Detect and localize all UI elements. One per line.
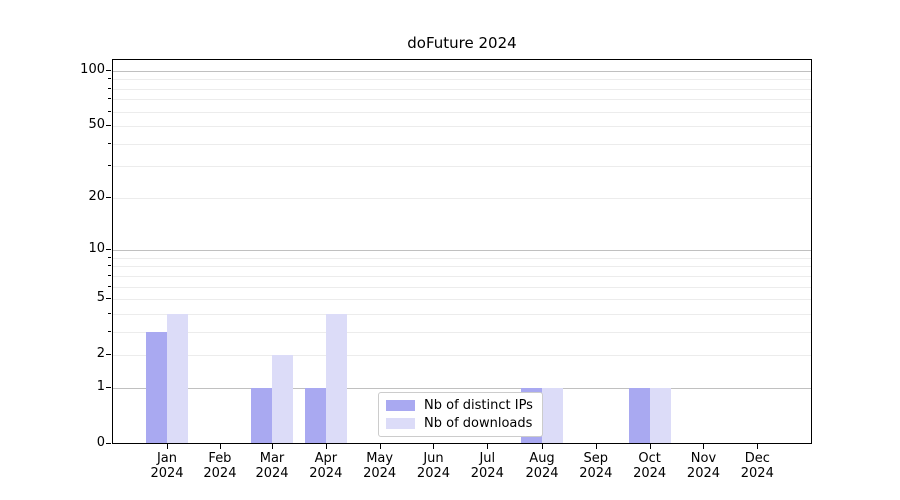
x-tick-mark [757,444,759,449]
y-minor-tick-mark [108,274,111,276]
y-minor-tick-mark [108,110,111,112]
y-tick-mark [106,249,111,251]
x-tick-mark [487,444,489,449]
y-minor-tick-mark [108,125,111,127]
y-minor-tick-mark [108,256,111,258]
y-minor-tick-mark [108,354,111,356]
gridline-minor [113,126,811,128]
gridline-minor [113,331,811,333]
gridline-minor [113,99,811,101]
gridline-minor [113,275,811,277]
gridline-minor [113,313,811,315]
gridline-minor [113,286,811,288]
x-tick-mark [542,444,543,449]
x-tick-mark [379,444,381,449]
gridline-major [113,387,811,389]
x-axis-tick-label: Jan 2024 [150,451,184,481]
x-axis-tick-label: Jul 2024 [470,451,504,481]
y-minor-tick-mark [108,298,111,300]
bar-nb-of-downloads [325,313,347,443]
x-tick-mark [703,444,705,449]
y-minor-tick-mark [108,312,111,314]
gridline-major [113,250,811,252]
gridline-minor [113,257,811,259]
bar-nb-of-distinct-ips [304,387,326,443]
y-axis-tick-label: 50 [88,117,105,133]
y-minor-tick-mark [108,330,111,332]
y-minor-tick-mark [108,196,111,198]
gridline-minor [113,88,811,90]
y-minor-tick-mark [108,165,111,167]
y-minor-tick-mark [108,98,111,100]
y-minor-tick-mark [108,265,111,267]
x-axis-tick-label: Sep 2024 [579,451,613,481]
legend: Nb of distinct IPs Nb of downloads [378,392,543,437]
x-tick-mark [272,444,273,449]
y-minor-tick-mark [108,142,111,144]
legend-label-downloads: Nb of downloads [424,415,533,431]
y-tick-mark [106,386,111,388]
bar-nb-of-distinct-ips [251,387,272,443]
x-axis-tick-label: Feb 2024 [203,451,237,481]
gridline-minor [113,197,811,199]
x-axis-tick-label: Aug 2024 [525,451,559,481]
bar-nb-of-downloads [167,313,188,443]
y-axis-tick-label: 2 [96,346,105,362]
x-tick-mark [433,444,435,449]
x-axis-tick-label: Dec 2024 [740,451,774,481]
y-axis-tick-label: 0 [96,435,105,450]
y-axis-tick-label: 10 [88,241,105,257]
y-minor-tick-mark [108,78,111,80]
chart-title: doFuture 2024 [407,34,517,52]
gridline-minor [113,166,811,168]
x-axis-tick-label: May 2024 [363,451,397,481]
gridline-minor [113,143,811,145]
x-tick-mark [219,444,221,449]
downloads-swatch-icon [386,418,415,429]
gridline-minor [113,111,811,113]
x-tick-mark [325,444,327,449]
legend-row-distinct-ips: Nb of distinct IPs [386,397,536,413]
bar-nb-of-downloads [649,387,671,443]
gridline-minor [113,266,811,268]
gridline-minor [113,79,811,81]
bar-nb-of-downloads [272,355,293,443]
bar-nb-of-distinct-ips [628,387,650,443]
gridline-major [113,71,811,72]
y-axis-tick-label: 1 [96,378,105,394]
y-axis-tick-label: 5 [96,290,105,306]
x-axis-tick-label: Oct 2024 [633,451,667,481]
x-tick-mark [595,444,597,449]
x-tick-mark [167,444,168,449]
x-axis-tick-label: Jun 2024 [416,451,451,481]
x-tick-mark [649,444,651,449]
legend-label-distinct-ips: Nb of distinct IPs [424,397,533,413]
y-axis-tick-label: 20 [88,188,105,204]
y-tick-mark [106,70,111,71]
gridline-minor [113,355,811,357]
y-tick-mark [106,443,111,444]
gridline-minor [113,299,811,301]
distinct-ips-swatch-icon [386,400,415,411]
y-minor-tick-mark [108,87,111,89]
x-axis-tick-label: Apr 2024 [309,451,343,481]
plot-area [112,59,812,444]
legend-row-downloads: Nb of downloads [386,415,536,431]
y-minor-tick-mark [108,285,111,287]
x-axis-tick-label: Mar 2024 [255,451,289,481]
bar-nb-of-distinct-ips [146,331,167,443]
x-axis-tick-label: Nov 2024 [686,451,721,481]
y-axis-tick-label: 100 [80,62,105,77]
bar-nb-of-downloads [542,387,563,443]
